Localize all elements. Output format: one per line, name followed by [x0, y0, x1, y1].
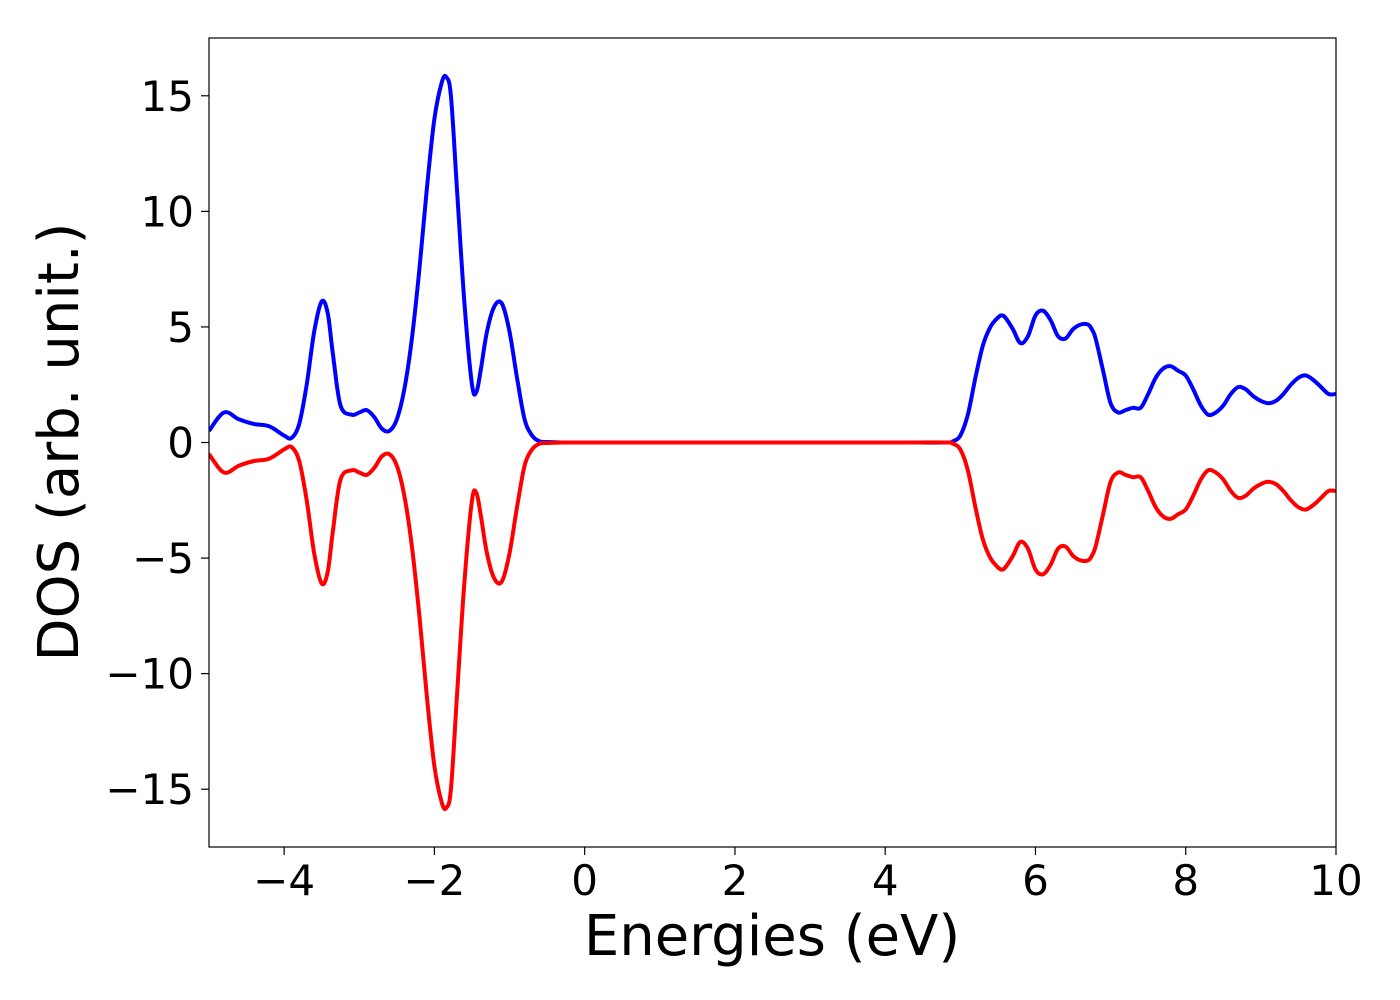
series-layer [209, 73, 1336, 812]
x-tick-label: −4 [253, 856, 315, 905]
x-axis-ticks: −4 −2 0 2 4 6 8 10 [253, 847, 1363, 905]
y-tick-label: −5 [132, 534, 194, 583]
x-tick-label: 0 [571, 856, 598, 905]
x-tick-label: 10 [1309, 856, 1362, 905]
y-tick-label: 15 [141, 72, 194, 121]
y-tick-label: −10 [105, 650, 194, 699]
x-tick-label: 2 [722, 856, 749, 905]
series-line-down [209, 440, 1336, 812]
x-tick-label: −2 [403, 856, 465, 905]
y-tick-label: −15 [105, 765, 194, 814]
x-tick-label: 4 [872, 856, 899, 905]
y-tick-label: 10 [141, 187, 194, 236]
y-tick-label: 5 [167, 303, 194, 352]
y-tick-label: 0 [167, 419, 194, 468]
y-axis-ticks: −15 −10 −5 0 5 10 15 [105, 72, 209, 814]
y-axis-title: DOS (arb. unit.) [27, 222, 92, 661]
series-line-up [209, 73, 1336, 445]
x-tick-label: 8 [1172, 856, 1199, 905]
x-tick-label: 6 [1022, 856, 1049, 905]
x-axis-title: Energies (eV) [584, 904, 960, 969]
